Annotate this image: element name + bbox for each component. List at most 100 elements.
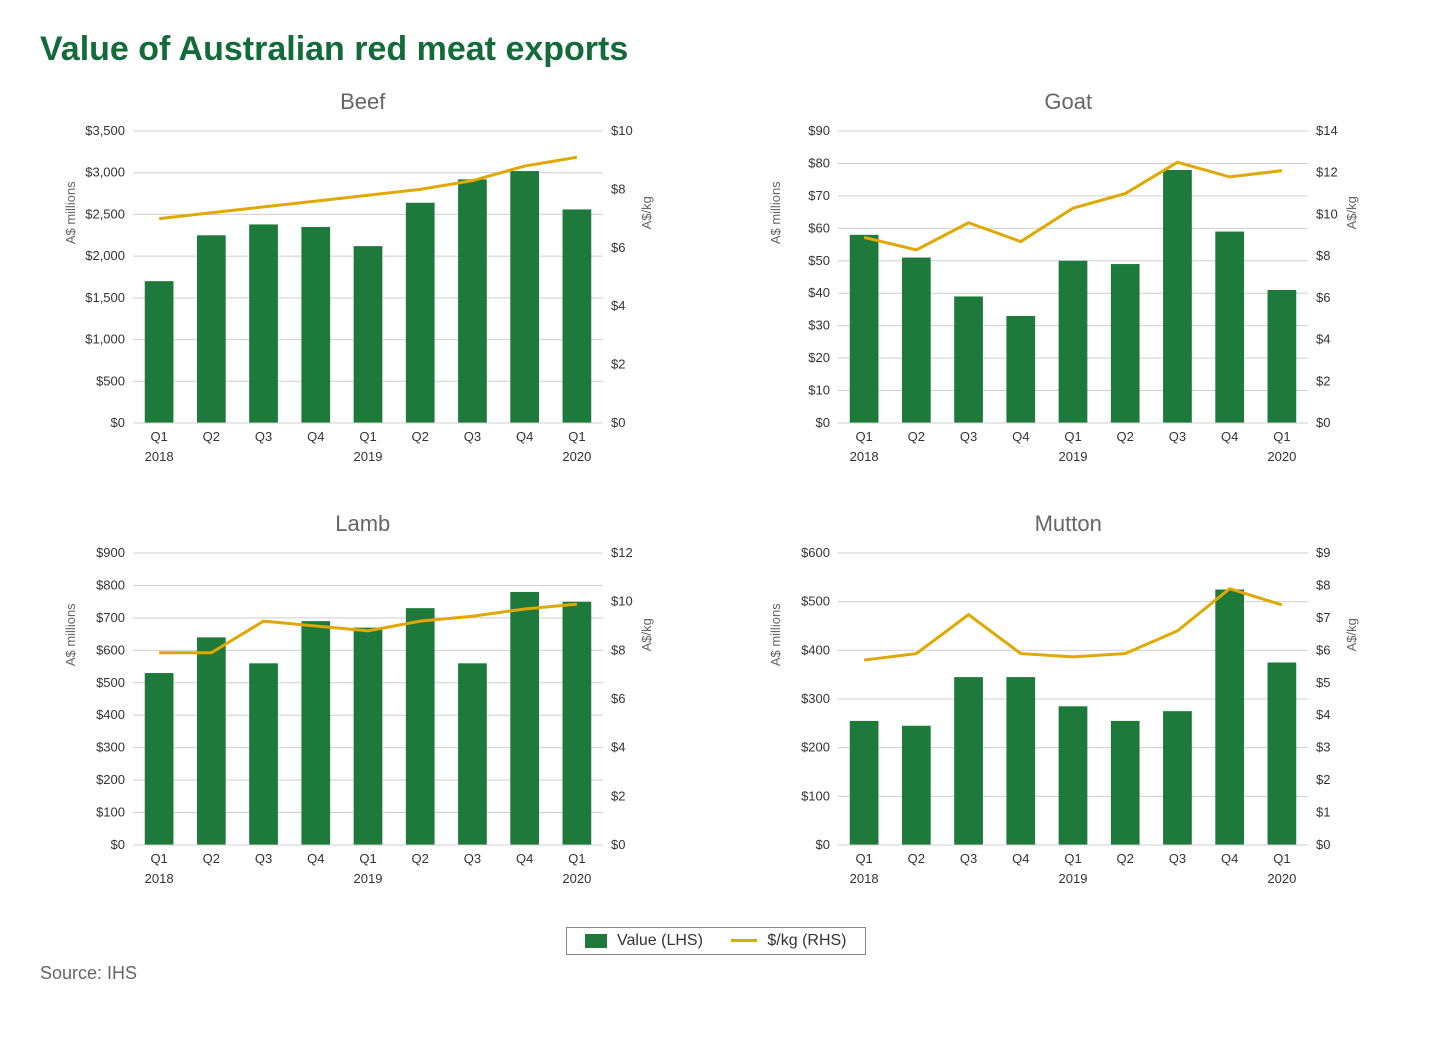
ytick-left: $900 xyxy=(96,545,125,560)
xtick: Q3 xyxy=(464,429,481,444)
ytick-left: $0 xyxy=(816,837,830,852)
xtick: Q3 xyxy=(960,851,977,866)
ytick-left: $90 xyxy=(809,123,831,138)
xtick: Q1 xyxy=(359,429,376,444)
bar xyxy=(850,721,879,845)
ytick-left: $600 xyxy=(96,642,125,657)
yaxis-left-label: A$ millions xyxy=(768,181,783,244)
bar xyxy=(145,281,174,423)
bar xyxy=(1111,721,1140,845)
bar xyxy=(353,246,382,423)
charts-grid: Beef$0$500$1,000$1,500$2,000$2,500$3,000… xyxy=(40,89,1391,903)
xtick: Q2 xyxy=(202,429,219,444)
ytick-right: $2 xyxy=(1316,373,1330,388)
xtick: Q4 xyxy=(516,429,533,444)
ytick-left: $10 xyxy=(809,383,831,398)
bar xyxy=(1163,170,1192,423)
xtick: Q4 xyxy=(1221,851,1238,866)
bar xyxy=(249,224,278,423)
xtick-year: 2019 xyxy=(353,871,382,886)
ytick-left: $1,000 xyxy=(85,332,125,347)
xtick-year: 2019 xyxy=(1059,449,1088,464)
ytick-right: $2 xyxy=(611,357,625,372)
ytick-right: $4 xyxy=(611,298,625,313)
ytick-left: $800 xyxy=(96,577,125,592)
panel-goat: Goat$0$10$20$30$40$50$60$70$80$90$0$2$4$… xyxy=(746,89,1392,481)
ytick-left: $50 xyxy=(809,253,831,268)
ytick-right: $3 xyxy=(1316,740,1330,755)
chart-goat: $0$10$20$30$40$50$60$70$80$90$0$2$4$6$8$… xyxy=(758,121,1378,481)
bar xyxy=(145,673,174,845)
ytick-right: $6 xyxy=(611,240,625,255)
ytick-right: $0 xyxy=(611,415,625,430)
ytick-left: $500 xyxy=(96,675,125,690)
bar xyxy=(1268,663,1297,846)
ytick-right: $6 xyxy=(611,691,625,706)
ytick-right: $2 xyxy=(611,788,625,803)
panel-lamb: Lamb$0$100$200$300$400$500$600$700$800$9… xyxy=(40,511,686,903)
bar xyxy=(510,592,539,845)
ytick-right: $4 xyxy=(611,740,625,755)
ytick-left: $3,000 xyxy=(85,165,125,180)
ytick-right: $4 xyxy=(1316,332,1330,347)
bar xyxy=(954,296,983,423)
panel-title-goat: Goat xyxy=(1044,89,1092,115)
bar xyxy=(301,227,330,423)
source-text: Source: IHS xyxy=(40,963,1391,984)
xtick: Q1 xyxy=(150,429,167,444)
legend-item-value: Value (LHS) xyxy=(585,932,703,950)
panel-title-beef: Beef xyxy=(340,89,385,115)
ytick-left: $3,500 xyxy=(85,123,125,138)
yaxis-left-label: A$ millions xyxy=(63,181,78,244)
bar xyxy=(458,179,487,423)
bar xyxy=(1059,706,1088,845)
legend-swatch-bar xyxy=(585,934,607,948)
xtick-year: 2018 xyxy=(850,871,879,886)
panel-mutton: Mutton$0$100$200$300$400$500$600$0$1$2$3… xyxy=(746,511,1392,903)
bar xyxy=(353,628,382,845)
ytick-left: $600 xyxy=(801,545,830,560)
ytick-left: $500 xyxy=(801,594,830,609)
xtick-year: 2020 xyxy=(1268,871,1297,886)
ytick-left: $300 xyxy=(96,740,125,755)
ytick-left: $2,000 xyxy=(85,248,125,263)
yaxis-right-label: A$/kg xyxy=(639,618,654,651)
xtick: Q4 xyxy=(307,851,324,866)
ytick-left: $500 xyxy=(96,373,125,388)
ytick-right: $8 xyxy=(611,642,625,657)
bar xyxy=(954,677,983,845)
ytick-right: $0 xyxy=(1316,837,1330,852)
xtick: Q4 xyxy=(307,429,324,444)
bar xyxy=(1216,232,1245,423)
xtick: Q2 xyxy=(202,851,219,866)
xtick: Q1 xyxy=(1273,429,1290,444)
panel-title-mutton: Mutton xyxy=(1035,511,1102,537)
page-title: Value of Australian red meat exports xyxy=(40,30,1391,69)
xtick: Q3 xyxy=(255,429,272,444)
ytick-right: $10 xyxy=(611,594,633,609)
bar xyxy=(1268,290,1297,423)
bar xyxy=(406,203,435,423)
bar xyxy=(1111,264,1140,423)
xtick: Q3 xyxy=(1169,429,1186,444)
bar xyxy=(301,621,330,845)
xtick: Q2 xyxy=(411,429,428,444)
ytick-left: $30 xyxy=(809,318,831,333)
legend-swatch-line xyxy=(731,939,757,942)
yaxis-right-label: A$/kg xyxy=(639,196,654,229)
xtick: Q4 xyxy=(1221,429,1238,444)
bar xyxy=(562,602,591,845)
xtick: Q1 xyxy=(568,851,585,866)
legend-label-price: $/kg (RHS) xyxy=(767,932,846,949)
ytick-right: $9 xyxy=(1316,545,1330,560)
ytick-left: $400 xyxy=(96,707,125,722)
chart-beef: $0$500$1,000$1,500$2,000$2,500$3,000$3,5… xyxy=(53,121,673,481)
ytick-left: $80 xyxy=(809,155,831,170)
ytick-left: $200 xyxy=(801,740,830,755)
xtick: Q4 xyxy=(516,851,533,866)
xtick: Q3 xyxy=(464,851,481,866)
xtick: Q1 xyxy=(359,851,376,866)
ytick-left: $70 xyxy=(809,188,831,203)
yaxis-right-label: A$/kg xyxy=(1344,196,1359,229)
xtick: Q2 xyxy=(411,851,428,866)
